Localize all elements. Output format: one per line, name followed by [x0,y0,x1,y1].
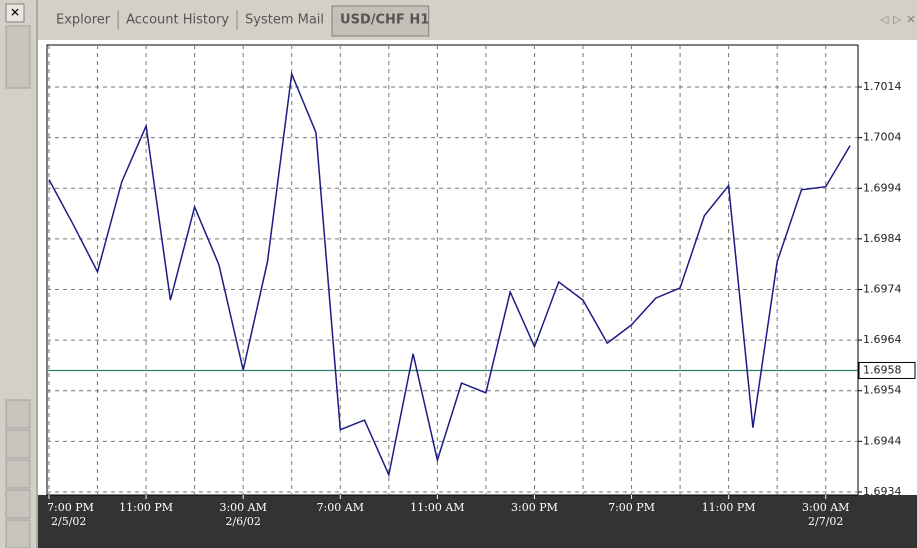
y-tick-label: 1.6964 [863,333,902,346]
y-tick-label: 1.6944 [863,434,902,447]
y-tick-label: 1.7014 [863,80,902,93]
side-button[interactable] [5,399,31,429]
close-icon: ✕ [10,6,20,20]
tab-bar: Explorer Account History System Mail USD/CH… [56,5,430,37]
y-tick-label: 1.6984 [863,232,902,245]
x-date-label: 2/7/02 [808,515,843,528]
y-tick-label: 1.7004 [863,131,902,144]
x-date-label: 2/5/02 [51,515,86,528]
x-tick-label: 11:00 AM [410,501,464,514]
x-tick-label: 3:00 PM [511,501,558,514]
tab-label[interactable]: USD/CHF H1 [340,13,429,28]
side-button[interactable] [5,25,31,89]
x-tick-label: 7:00 PM [47,501,94,514]
tab-label[interactable]: Account History [126,13,229,28]
plot-area [46,44,859,496]
x-tick-label: 11:00 PM [702,501,756,514]
x-date-label: 2/6/02 [225,515,260,528]
side-button[interactable] [5,459,31,489]
chart: 1.6934 1.6944 1.6954 1.6964 1.6974 1.6984 1.69… [47,45,916,528]
side-button[interactable] [5,429,31,459]
x-tick-label: 7:00 PM [608,501,655,514]
close-tab[interactable]: ✕ [906,13,916,27]
y-tick-label: 1.6934 [863,485,902,498]
x-tick-label: 3:00 AM [219,501,266,514]
y-tick-label: 1.6974 [863,282,902,295]
y-tick-label: 1.6954 [863,384,902,397]
price-level-box [858,361,916,379]
scroll-right[interactable]: ▷ [893,13,902,26]
scroll-left[interactable]: ◁ [880,13,889,26]
close-button[interactable] [5,3,25,23]
price-line [48,71,851,478]
x-tick-label: 3:00 AM [802,501,849,514]
x-tick-label: 11:00 PM [119,501,173,514]
y-tick-label: 1.6994 [863,181,902,194]
x-tick-label: 7:00 AM [317,501,364,514]
side-button[interactable] [5,489,31,519]
tab-label[interactable]: System Mail [245,13,324,28]
tab-label[interactable]: Explorer [56,13,111,28]
active-tab [331,5,430,37]
price-level-label: 1.6958 [863,363,902,376]
side-button[interactable] [5,519,31,548]
